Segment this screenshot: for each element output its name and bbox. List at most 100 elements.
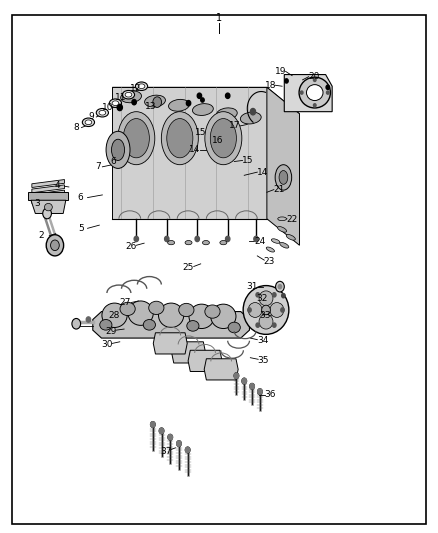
Text: 5: 5 [78, 224, 84, 233]
Text: 15: 15 [241, 156, 253, 165]
Circle shape [195, 236, 199, 241]
Text: 7: 7 [95, 163, 101, 171]
Ellipse shape [99, 110, 106, 115]
Ellipse shape [187, 320, 199, 331]
Circle shape [165, 236, 169, 241]
Circle shape [226, 93, 230, 99]
Ellipse shape [168, 240, 175, 245]
Ellipse shape [120, 302, 135, 316]
Text: 29: 29 [106, 327, 117, 336]
Circle shape [248, 308, 251, 312]
Circle shape [134, 236, 138, 241]
Text: 14: 14 [189, 146, 201, 155]
Ellipse shape [149, 301, 164, 314]
Polygon shape [32, 190, 64, 198]
Text: 16: 16 [212, 136, 223, 145]
Text: 6: 6 [111, 157, 117, 166]
Circle shape [300, 91, 303, 94]
Ellipse shape [192, 103, 213, 116]
Ellipse shape [240, 112, 261, 124]
Polygon shape [32, 196, 64, 204]
Circle shape [285, 79, 288, 83]
Circle shape [117, 104, 122, 111]
Ellipse shape [278, 217, 286, 221]
Text: 4: 4 [54, 181, 60, 190]
Ellipse shape [110, 99, 121, 108]
Ellipse shape [202, 240, 209, 245]
Ellipse shape [228, 322, 240, 333]
Polygon shape [32, 180, 64, 188]
Circle shape [46, 235, 64, 256]
Ellipse shape [159, 303, 184, 327]
Circle shape [242, 378, 247, 384]
Polygon shape [113, 87, 300, 114]
Circle shape [250, 384, 254, 389]
Text: 11: 11 [115, 93, 127, 102]
Circle shape [43, 208, 51, 219]
Polygon shape [31, 200, 66, 214]
Ellipse shape [266, 247, 275, 252]
Ellipse shape [112, 101, 119, 106]
Circle shape [314, 104, 316, 107]
Text: 20: 20 [308, 72, 320, 81]
Circle shape [177, 441, 181, 446]
Ellipse shape [82, 118, 95, 126]
Polygon shape [188, 350, 222, 372]
Ellipse shape [145, 95, 166, 107]
Text: 19: 19 [275, 67, 286, 76]
Text: 33: 33 [259, 311, 271, 320]
Polygon shape [153, 333, 187, 354]
Polygon shape [28, 192, 67, 200]
Text: 32: 32 [256, 294, 267, 303]
Text: 14: 14 [257, 167, 268, 176]
Text: 35: 35 [258, 357, 269, 366]
Circle shape [256, 323, 259, 327]
Circle shape [258, 389, 262, 394]
Circle shape [326, 91, 329, 94]
Text: 8: 8 [74, 123, 79, 132]
Text: 15: 15 [195, 128, 206, 138]
Ellipse shape [85, 120, 92, 125]
Ellipse shape [220, 240, 227, 245]
Circle shape [72, 318, 81, 329]
Ellipse shape [279, 171, 288, 184]
Polygon shape [284, 75, 332, 112]
Ellipse shape [261, 305, 270, 315]
Text: 3: 3 [34, 199, 40, 208]
Polygon shape [204, 359, 238, 380]
Text: 10: 10 [102, 103, 113, 112]
Ellipse shape [123, 118, 149, 158]
Ellipse shape [210, 118, 237, 158]
Text: 36: 36 [265, 390, 276, 399]
Ellipse shape [272, 239, 280, 243]
Text: 21: 21 [273, 185, 285, 194]
Circle shape [197, 93, 201, 99]
Circle shape [50, 240, 59, 251]
Circle shape [234, 373, 239, 378]
Text: 24: 24 [255, 237, 266, 246]
Ellipse shape [161, 112, 198, 165]
Circle shape [251, 109, 255, 115]
Ellipse shape [96, 109, 109, 117]
Text: 30: 30 [101, 341, 113, 350]
Text: 22: 22 [286, 215, 298, 224]
Ellipse shape [138, 84, 145, 88]
Text: 27: 27 [120, 298, 131, 307]
Circle shape [185, 447, 190, 453]
Text: 26: 26 [125, 242, 137, 251]
Circle shape [168, 434, 173, 440]
Polygon shape [93, 312, 250, 338]
Polygon shape [267, 87, 300, 245]
Circle shape [132, 100, 136, 105]
Ellipse shape [280, 243, 289, 248]
Ellipse shape [179, 303, 194, 317]
Ellipse shape [243, 286, 289, 334]
Text: 1: 1 [216, 13, 222, 23]
Ellipse shape [205, 112, 242, 165]
Text: 28: 28 [108, 311, 120, 320]
Circle shape [256, 293, 259, 297]
Ellipse shape [128, 301, 153, 325]
Text: 37: 37 [160, 447, 172, 456]
Circle shape [282, 294, 285, 298]
Text: 25: 25 [183, 263, 194, 272]
